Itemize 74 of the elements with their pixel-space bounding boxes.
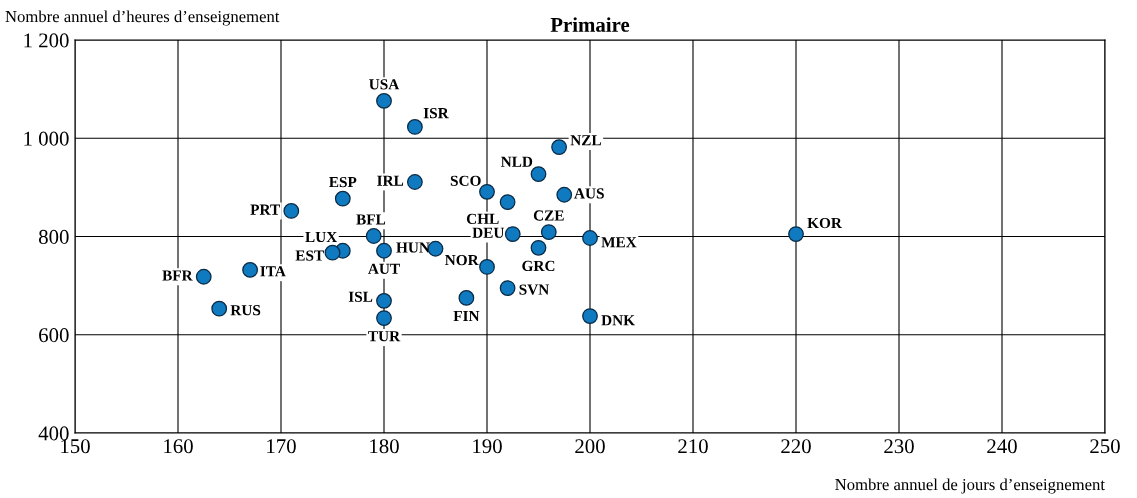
annotation: DNK xyxy=(601,315,635,326)
annotation: SCO xyxy=(450,175,481,186)
point xyxy=(376,310,392,326)
annotation: ESP xyxy=(329,176,357,188)
annotation: BFL xyxy=(356,214,386,225)
point xyxy=(556,186,573,203)
annotation: NZL xyxy=(570,135,601,146)
point xyxy=(499,194,516,211)
x-tick-label: 230 xyxy=(884,439,914,454)
annotation: MEX xyxy=(601,237,637,248)
point xyxy=(479,259,495,275)
annotation: AUS xyxy=(574,188,604,199)
y-tick-label: 400 xyxy=(38,426,69,441)
y-tick-label: 1 200 xyxy=(24,33,69,48)
x-tick-label: 160 xyxy=(164,439,193,454)
point xyxy=(376,242,392,259)
annotation: KOR xyxy=(807,217,843,229)
point xyxy=(530,166,547,183)
annotation: LUX xyxy=(305,231,338,243)
point xyxy=(551,139,568,156)
annotation: IRL xyxy=(377,175,404,186)
annotation: TUR xyxy=(368,331,401,342)
point xyxy=(540,224,557,240)
point xyxy=(406,119,423,135)
x-tick-label: 170 xyxy=(267,439,296,454)
point xyxy=(582,308,598,324)
annotation: USA xyxy=(369,79,400,90)
x-axis-title: Nombre annuel de jours d’enseignement xyxy=(835,478,1105,494)
point xyxy=(211,300,228,317)
point xyxy=(582,230,598,246)
point xyxy=(376,292,392,309)
x-tick-label: 150 xyxy=(61,439,90,454)
x-tick-label: 190 xyxy=(473,439,502,454)
point xyxy=(458,289,475,306)
point xyxy=(530,239,547,256)
annotation: RUS xyxy=(230,305,261,316)
point xyxy=(324,244,341,261)
y-tick-label: 600 xyxy=(39,328,69,343)
annotation: PRT xyxy=(250,204,280,215)
annotation: ISR xyxy=(423,108,449,119)
x-tick-label: 250 xyxy=(1090,439,1120,454)
point xyxy=(499,280,516,296)
annotation: GRC xyxy=(522,260,555,272)
point xyxy=(283,203,300,219)
annotation: ITA xyxy=(260,266,286,277)
chart-title: Primaire xyxy=(550,17,630,32)
point xyxy=(504,226,521,242)
annotation: CZE xyxy=(533,210,564,221)
annotation: DEU xyxy=(472,227,505,238)
point xyxy=(195,268,212,285)
annotation: CHL xyxy=(466,213,499,224)
point xyxy=(788,226,804,242)
x-tick-label: 210 xyxy=(678,439,708,454)
annotation: BFR xyxy=(162,270,193,281)
annotation: EST xyxy=(295,250,324,261)
x-tick-label: 200 xyxy=(575,439,605,454)
x-tick-label: 240 xyxy=(987,439,1017,454)
annotation: SVN xyxy=(519,284,550,295)
point xyxy=(406,174,423,190)
x-tick-label: 180 xyxy=(370,439,399,454)
y-tick-label: 800 xyxy=(38,229,69,244)
annotation: NLD xyxy=(500,156,533,167)
annotation: NOR xyxy=(445,254,479,266)
point xyxy=(479,183,495,200)
point xyxy=(376,93,392,109)
annotation: AUT xyxy=(368,263,400,275)
annotation: FIN xyxy=(453,311,480,322)
point xyxy=(242,261,259,278)
y-tick-label: 1 000 xyxy=(24,131,69,146)
x-tick-label: 220 xyxy=(781,439,811,454)
point xyxy=(365,228,382,244)
annotation: ISL xyxy=(348,291,373,302)
y-axis-title: Nombre annuel d’heures d’enseignement xyxy=(5,10,280,26)
point xyxy=(334,190,351,207)
